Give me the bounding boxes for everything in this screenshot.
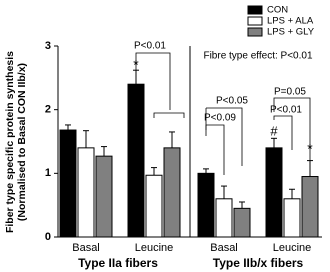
y-label: Fiber type specific protein synthesis	[4, 51, 16, 233]
legend-swatch	[247, 16, 263, 26]
bar	[215, 198, 233, 238]
annotation: P<0.01	[270, 105, 302, 116]
legend-swatch	[247, 27, 263, 37]
significance-bracket	[273, 97, 311, 165]
annotation: P<0.09	[204, 113, 236, 124]
category-label: Leucine	[135, 242, 174, 254]
category-label: Basal	[72, 242, 100, 254]
bar	[95, 155, 113, 238]
annotation: P<0.05	[216, 96, 248, 107]
legend-swatch	[247, 5, 263, 15]
bar	[197, 172, 215, 238]
significance-bracket	[205, 124, 225, 175]
significance-bracket	[273, 115, 293, 150]
y-axis-title: Fiber type specific protein synthesis (N…	[4, 51, 28, 233]
category-label: Leucine	[273, 242, 312, 254]
y-tick-label: 1	[45, 167, 51, 179]
bar	[77, 147, 95, 238]
y-tick-label: 2	[45, 104, 51, 116]
bar	[145, 174, 163, 238]
category-label: Basal	[210, 242, 238, 254]
legend-label: LPS + GLY	[267, 27, 315, 38]
bar	[283, 198, 301, 238]
bar	[59, 129, 77, 238]
significance-bracket	[135, 52, 185, 118]
bar	[265, 147, 283, 238]
panel-label: Type IIa fibers	[78, 256, 158, 270]
significance-bracket	[205, 107, 243, 166]
annotation: Fibre type effect: P<0.01	[203, 51, 312, 62]
y-tick-label: 0	[45, 231, 51, 243]
legend-label: LPS + ALA	[267, 16, 314, 27]
bar	[163, 147, 181, 238]
bar	[233, 207, 251, 238]
y-label: (Normalised to Basal CON IIb/x)	[16, 63, 28, 221]
bar	[127, 83, 145, 238]
legend-label: CON	[267, 5, 288, 16]
annotation: #	[270, 123, 278, 138]
annotation: P<0.01	[134, 41, 166, 52]
panel-label: Type IIb/x fibers	[213, 256, 304, 270]
bar	[301, 176, 319, 238]
y-tick-label: 3	[45, 40, 51, 52]
annotation: P=0.05	[274, 87, 306, 98]
